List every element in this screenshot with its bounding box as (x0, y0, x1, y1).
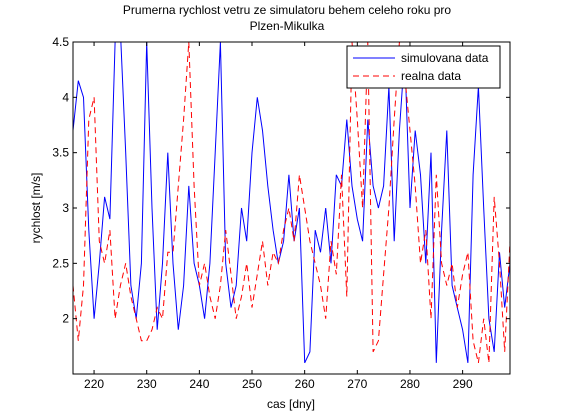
y-tick-label: 4.5 (52, 35, 69, 49)
x-tick-label: 230 (137, 377, 157, 391)
x-tick-label: 240 (189, 377, 209, 391)
y-tick-label: 3.5 (52, 146, 69, 160)
y-tick-label: 2 (62, 312, 69, 326)
chart-legend: simulovana data realna data (346, 45, 501, 89)
x-axis-label: cas [dny] (267, 397, 315, 411)
series-layer (73, 42, 510, 364)
series-line-realna (73, 42, 510, 364)
x-tick-label: 250 (242, 377, 262, 391)
y-tick-label: 2.5 (52, 256, 69, 270)
legend-label-simulovana: simulovana data (401, 51, 489, 65)
x-tick-label: 280 (400, 377, 420, 391)
y-tick-label: 4 (62, 90, 69, 104)
x-tick-label: 260 (295, 377, 315, 391)
y-axis-label: rychlost [m/s] (29, 173, 43, 244)
y-tick-label: 3 (62, 201, 69, 215)
chart-title-line-1: Prumerna rychlost vetru ze simulatoru be… (123, 3, 451, 17)
legend-box (346, 45, 501, 89)
x-tick-label: 290 (453, 377, 473, 391)
chart-title-line-2: Plzen-Mikulka (250, 19, 325, 33)
legend-label-realna: realna data (401, 69, 461, 83)
x-tick-label: 270 (347, 377, 367, 391)
ticks-layer: 220 230 240 250 260 270 280 290 2 2.5 3 3.5 4 4.5 (52, 35, 510, 391)
x-tick-label: 220 (84, 377, 104, 391)
series-line-simulovana (73, 42, 510, 364)
